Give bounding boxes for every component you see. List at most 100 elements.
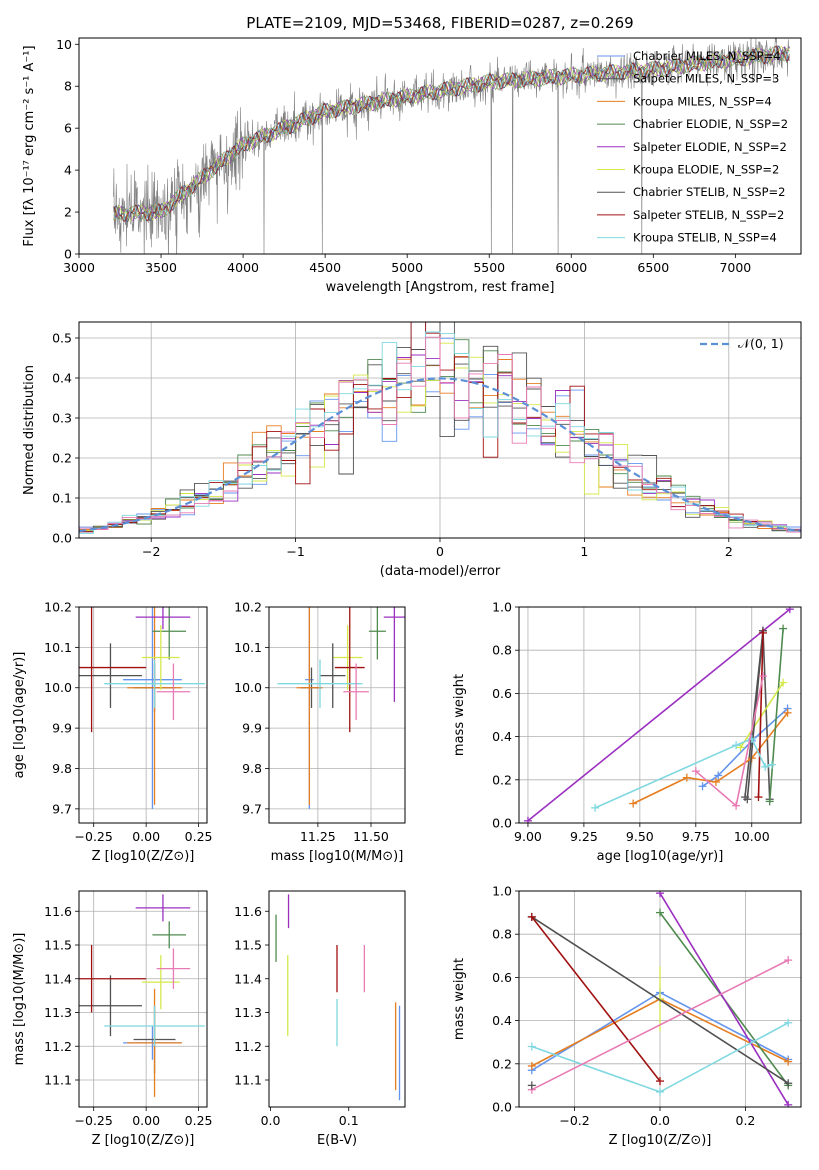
y-tick-label: 9.7 bbox=[242, 801, 262, 816]
plot-area bbox=[79, 322, 801, 538]
observed-spectrum bbox=[113, 38, 790, 254]
y-tick-label: 0 bbox=[64, 247, 72, 262]
weight-line-1 bbox=[744, 630, 771, 800]
panel-residuals: −2 −1 0 1 2 0.0 0.1 0.2 0.3 0.4 0.5 (data-model)/er… bbox=[22, 321, 802, 579]
residual-histogram-9 bbox=[79, 336, 801, 533]
y-tick-label: 9.8 bbox=[242, 761, 262, 776]
x-axis-label: Z [log10(Z/Z⊙)] bbox=[92, 849, 195, 864]
weight-line-6 bbox=[531, 916, 661, 1082]
y-tick-label: 4 bbox=[64, 163, 72, 178]
y-tick-label: 0.8 bbox=[492, 927, 512, 942]
y-tick-label: 0.5 bbox=[52, 331, 72, 346]
y-axis-label: mass [log10(M/M⊙)] bbox=[12, 933, 27, 1066]
y-tick-label: 1.0 bbox=[492, 884, 512, 899]
gaussian-curve bbox=[79, 377, 801, 533]
x-tick-label: −2 bbox=[142, 544, 160, 559]
x-tick-label: 3500 bbox=[145, 260, 177, 275]
y-tick-label: 11.6 bbox=[234, 904, 262, 919]
model-spectrum-2 bbox=[113, 46, 790, 222]
x-tick-label: 3000 bbox=[63, 260, 95, 275]
weight-line-5 bbox=[739, 682, 784, 748]
y-tick-label: 11.2 bbox=[234, 1039, 262, 1054]
x-tick-label: −0.25 bbox=[75, 1113, 113, 1128]
legend-entry: 𝒩(0, 1) bbox=[738, 336, 784, 351]
panel-weight-vs-Z: −0.2 0.0 0.2 0.0 0.2 0.4 0.6 0.8 1.0 Z [log10(Z/Z… bbox=[452, 884, 802, 1148]
x-tick-label: 2 bbox=[725, 544, 733, 559]
axes-frame bbox=[78, 37, 802, 255]
spectrum-legend: Chabrier MILES, N_SSP=4 Salpeter MILES, N… bbox=[597, 49, 788, 245]
x-tick-label: 0.00 bbox=[132, 829, 160, 844]
y-tick-label: 0.0 bbox=[492, 816, 512, 831]
panel-mass-vs-ebv: 0.0 0.1 11.1 11.2 11.3 11.4 11.5 11.6 E(B-V) bbox=[234, 890, 406, 1148]
y-tick-label: 11.2 bbox=[44, 1039, 72, 1054]
panel-mass-vs-Z: −0.25 0.00 0.25 11.1 11.2 11.3 11.4 11.5 11.6 Z [… bbox=[12, 890, 213, 1148]
x-tick-label: 0.00 bbox=[132, 1113, 160, 1128]
x-tick-label: 7000 bbox=[719, 260, 751, 275]
x-tick-label: 11.25 bbox=[300, 829, 336, 844]
y-tick-label: 0.4 bbox=[492, 1013, 512, 1028]
y-tick-label: 0.2 bbox=[492, 772, 512, 787]
y-tick-label: 9.7 bbox=[52, 801, 72, 816]
legend-entry: Chabrier ELODIE, N_SSP=2 bbox=[633, 117, 788, 131]
weight-line-0 bbox=[702, 707, 789, 787]
x-tick-label: −0.25 bbox=[75, 829, 113, 844]
x-tick-label: 6500 bbox=[637, 260, 669, 275]
x-tick-label: 0.25 bbox=[185, 1113, 213, 1128]
legend-entry: Chabrier STELIB, N_SSP=2 bbox=[633, 185, 785, 199]
y-tick-label: 11.5 bbox=[44, 938, 72, 953]
axes-frame bbox=[78, 890, 208, 1108]
x-tick-label: 5000 bbox=[391, 260, 423, 275]
panel-age-vs-mass: 11.25 11.50 9.7 9.8 9.9 10.0 10.1 10.2 mass [log… bbox=[234, 600, 406, 864]
x-tick-label: 0.2 bbox=[736, 1113, 756, 1128]
model-spectrum-6 bbox=[113, 45, 790, 223]
legend-entry: Salpeter MILES, N_SSP=3 bbox=[633, 72, 779, 86]
x-tick-label: 0.1 bbox=[339, 1113, 359, 1128]
y-axis-label: age [log10(age/yr)] bbox=[12, 652, 27, 779]
residuals-legend: 𝒩(0, 1) bbox=[700, 336, 784, 351]
y-axis-label: mass weight bbox=[452, 958, 467, 1040]
panel-spectrum: 3000 3500 4000 4500 5000 5500 6000 6500 7000 0 2 4 6… bbox=[22, 37, 802, 295]
x-axis-label: age [log10(age/yr)] bbox=[597, 849, 724, 864]
y-axis-label: Normed distribution bbox=[22, 365, 37, 495]
y-axis-label: mass weight bbox=[452, 674, 467, 756]
y-tick-label: 1.0 bbox=[492, 600, 512, 615]
x-axis-label: Z [log10(Z/Z⊙)] bbox=[92, 1133, 195, 1148]
x-tick-label: 0 bbox=[436, 544, 444, 559]
x-tick-label: 9.25 bbox=[570, 829, 598, 844]
weight-line-8 bbox=[531, 959, 789, 1091]
x-tick-label: −1 bbox=[286, 544, 304, 559]
y-tick-label: 0.4 bbox=[492, 729, 512, 744]
x-tick-label: 5500 bbox=[473, 260, 505, 275]
y-tick-label: 0.3 bbox=[52, 411, 72, 426]
y-tick-label: 11.4 bbox=[234, 971, 262, 986]
y-tick-label: 0.0 bbox=[52, 531, 72, 546]
axes-frame bbox=[268, 606, 406, 824]
y-tick-label: 0.1 bbox=[52, 491, 72, 506]
y-tick-label: 10.1 bbox=[44, 640, 72, 655]
x-axis-label: wavelength [Angstrom, rest frame] bbox=[326, 280, 555, 295]
y-tick-label: 11.6 bbox=[44, 904, 72, 919]
y-tick-label: 0.6 bbox=[492, 686, 512, 701]
plot-area bbox=[519, 891, 801, 1107]
y-tick-label: 0.8 bbox=[492, 643, 512, 658]
plot-area bbox=[275, 894, 401, 1101]
axes-frame bbox=[78, 606, 208, 824]
model-spectrum-5 bbox=[113, 45, 790, 222]
y-tick-label: 0.6 bbox=[492, 970, 512, 985]
legend-entry: Salpeter STELIB, N_SSP=2 bbox=[633, 208, 784, 222]
weight-line-3 bbox=[768, 628, 784, 802]
y-tick-label: 11.3 bbox=[234, 1005, 262, 1020]
y-tick-label: 10.2 bbox=[44, 600, 72, 615]
y-tick-label: 11.4 bbox=[44, 971, 72, 986]
plot-area bbox=[79, 891, 207, 1107]
legend-entry: Kroupa STELIB, N_SSP=4 bbox=[633, 231, 777, 245]
y-tick-label: 10.1 bbox=[234, 640, 262, 655]
y-tick-label: 11.3 bbox=[44, 1005, 72, 1020]
x-tick-label: 10.00 bbox=[734, 829, 770, 844]
x-axis-label: mass [log10(M/M⊙)] bbox=[271, 849, 404, 864]
y-tick-label: 10.0 bbox=[234, 680, 262, 695]
y-tick-label: 6 bbox=[64, 121, 72, 136]
legend-entry: Kroupa ELODIE, N_SSP=2 bbox=[633, 163, 779, 177]
y-tick-label: 0.0 bbox=[492, 1100, 512, 1115]
